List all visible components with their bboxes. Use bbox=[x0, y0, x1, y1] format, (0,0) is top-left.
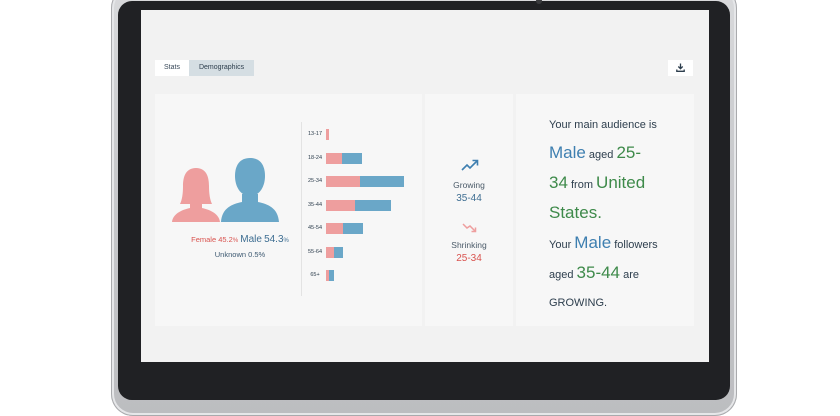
female-bar-18-24 bbox=[326, 152, 342, 164]
unknown-percentage: Unknown 0.5% bbox=[214, 250, 266, 259]
main-country-part1: United bbox=[596, 173, 646, 192]
summary-line-5: Your Male followers bbox=[549, 229, 689, 259]
tab-bar: Stats Demographics bbox=[155, 60, 255, 76]
age-label-45-54: 45-54 bbox=[307, 225, 323, 231]
male-bar-55-64 bbox=[333, 246, 344, 258]
female-silhouette-icon bbox=[172, 168, 220, 222]
summary-line-3: 34 from United bbox=[549, 169, 689, 199]
female-bar-13-17 bbox=[326, 129, 329, 140]
age-label-18-24: 18-24 bbox=[307, 154, 323, 161]
summary-line-7: GROWING. bbox=[549, 289, 689, 317]
summary-line-6: aged 35-44 are bbox=[549, 259, 689, 289]
male-silhouette-icon bbox=[221, 158, 279, 222]
male-bar-65plus bbox=[328, 270, 334, 281]
followers-text: followers bbox=[611, 239, 658, 251]
trends-panel: Growing 35-44 Shrinking 25-34 bbox=[425, 94, 513, 326]
summary-line-4: States. bbox=[549, 199, 689, 229]
female-label: Female bbox=[191, 235, 217, 244]
male-bar-25-34 bbox=[360, 176, 404, 187]
camera-icon bbox=[536, 0, 542, 4]
followers-gender: Male bbox=[574, 233, 612, 252]
male-bar-18-24 bbox=[341, 152, 362, 164]
main-gender: Male bbox=[549, 143, 586, 162]
tab-demographics[interactable]: Demographics bbox=[188, 60, 255, 76]
shrinking-label: Shrinking bbox=[451, 240, 487, 250]
age-label-13-17: 13-17 bbox=[307, 131, 323, 137]
female-bar-25-34 bbox=[326, 176, 361, 187]
growing-label: Growing bbox=[453, 180, 485, 190]
from-text: from bbox=[567, 179, 597, 191]
summary-line-2: Male aged 25- bbox=[549, 139, 689, 169]
trend-up-icon bbox=[461, 159, 479, 171]
trend-down-icon bbox=[462, 223, 477, 233]
summary-line-1: Your main audience is bbox=[549, 111, 689, 139]
main-age-part1: 25- bbox=[616, 143, 642, 162]
female-percentage: 45.2 bbox=[218, 235, 233, 244]
your-text: Your bbox=[549, 239, 575, 251]
male-percentage: 54.3 bbox=[264, 234, 284, 245]
download-button[interactable] bbox=[668, 60, 693, 76]
shrinking-age-range: 25-34 bbox=[456, 253, 482, 264]
female-bar-55-64 bbox=[326, 246, 334, 258]
male-bar-35-44 bbox=[355, 199, 391, 211]
gender-split: Female 45.2% Male 54.3% bbox=[169, 234, 311, 245]
aged-text: aged bbox=[585, 149, 617, 161]
download-icon bbox=[676, 63, 685, 72]
age-label-35-44: 35-44 bbox=[307, 201, 323, 208]
growing-age-range: 35-44 bbox=[456, 193, 482, 204]
dashboard-screen: Stats Demographics Female 45.2% Male 54.… bbox=[141, 10, 709, 362]
aged-text-2: aged bbox=[549, 269, 577, 281]
age-label-55-64: 55-64 bbox=[307, 248, 323, 255]
female-pct-sign: % bbox=[232, 238, 239, 244]
female-bar-35-44 bbox=[326, 199, 356, 211]
male-pct-sign: % bbox=[283, 238, 289, 244]
panel-divider bbox=[301, 122, 302, 296]
gender-age-panel: Female 45.2% Male 54.3% Unknown 0.5% 13-… bbox=[155, 94, 422, 326]
audience-summary: Your main audience is Male aged 25- 34 f… bbox=[549, 111, 689, 317]
female-bar-45-54 bbox=[326, 223, 344, 234]
female-bar-65plus bbox=[326, 270, 329, 281]
male-bar-45-54 bbox=[343, 223, 363, 234]
growing-word: GROWING. bbox=[549, 297, 608, 309]
age-label-25-34: 25-34 bbox=[307, 178, 323, 184]
main-age-part2: 34 bbox=[549, 173, 568, 192]
are-text: are bbox=[620, 269, 639, 281]
summary-intro: Your main audience is bbox=[549, 119, 657, 131]
male-label: Male bbox=[240, 234, 262, 245]
tab-stats[interactable]: Stats bbox=[155, 60, 189, 76]
growing-age: 35-44 bbox=[576, 263, 621, 282]
audience-summary-panel: Your main audience is Male aged 25- 34 f… bbox=[516, 94, 694, 326]
main-country-part2: States. bbox=[549, 203, 602, 222]
age-label-65plus: 65+ bbox=[310, 272, 320, 278]
